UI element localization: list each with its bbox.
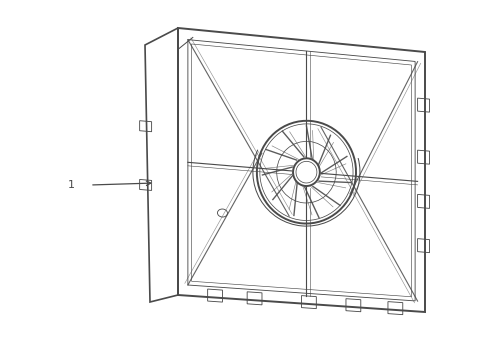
Text: 1: 1 (68, 180, 75, 190)
